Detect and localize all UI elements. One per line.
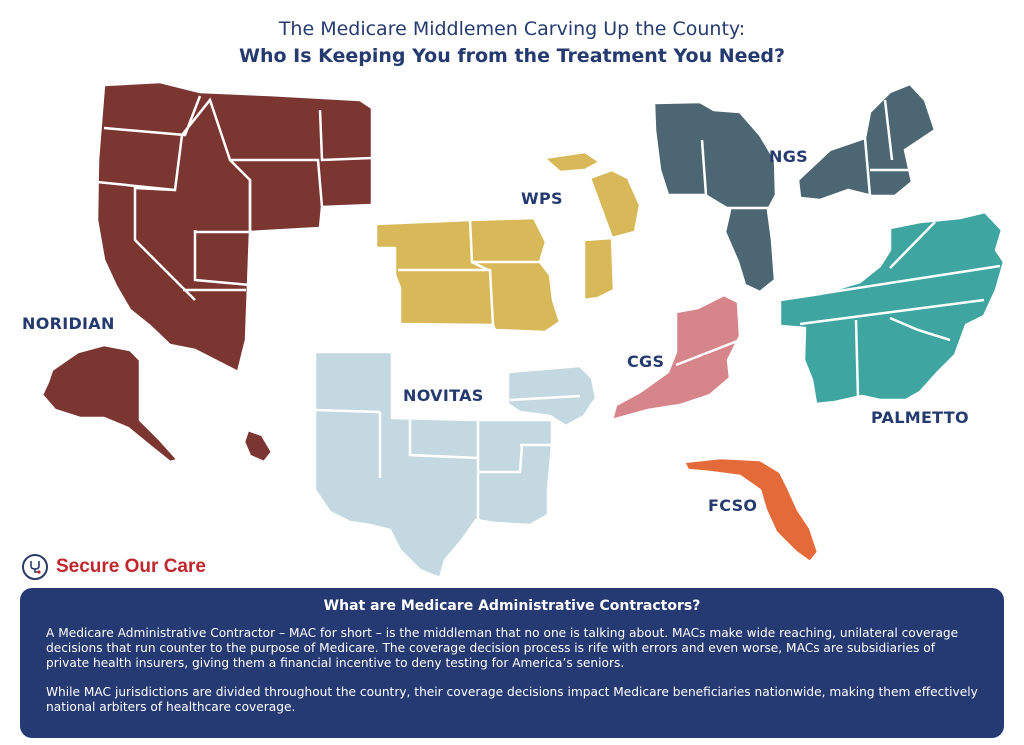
label-wps: WPS <box>521 189 563 208</box>
map-title: The Medicare Middlemen Carving Up the Co… <box>278 18 746 40</box>
wps-plains-states <box>374 216 562 334</box>
region-ngs[interactable] <box>652 82 937 294</box>
noridian-states <box>95 80 374 374</box>
noridian-border-6 <box>318 109 373 162</box>
map-subtitle: Who Is Keeping You from the Treatment Yo… <box>238 45 786 67</box>
ngs-border-5 <box>883 99 894 161</box>
palmetto-border-4 <box>889 316 951 342</box>
region-cgs[interactable] <box>610 293 742 422</box>
novitas-border-5 <box>478 444 524 474</box>
label-fcso: FCSO <box>708 496 758 515</box>
noridian-border-5 <box>230 158 324 208</box>
fcso-state <box>682 456 820 564</box>
novitas-border-7 <box>509 394 581 402</box>
info-paragraph-2: While MAC jurisdictions are divided thro… <box>46 685 978 714</box>
palmetto-border-2 <box>799 298 985 326</box>
region-wps[interactable] <box>374 150 642 334</box>
wps-border-3 <box>471 260 489 272</box>
cgs-states <box>610 293 742 422</box>
palmetto-border-3 <box>854 319 860 399</box>
alaska-shape <box>40 343 180 464</box>
label-noridian: NORIDIAN <box>22 314 115 333</box>
novitas-south-states <box>313 350 554 580</box>
us-mac-jurisdiction-map <box>40 80 1006 580</box>
region-noridian[interactable] <box>40 80 374 464</box>
cgs-border-1 <box>675 338 741 367</box>
hawaii-shape <box>242 428 274 464</box>
label-cgs: CGS <box>627 352 665 371</box>
palmetto-border-1 <box>779 264 1001 302</box>
noridian-border-8 <box>195 180 252 234</box>
palmetto-border-5 <box>889 221 936 269</box>
novitas-midatlantic-states <box>506 364 598 428</box>
noridian-border-1 <box>103 95 202 137</box>
brand-logo: Secure Our Care <box>22 554 206 580</box>
info-paragraph-1: A Medicare Administrative Contractor – M… <box>46 626 959 670</box>
stethoscope-shield-icon <box>22 554 48 580</box>
info-box: What are Medicare Administrative Contrac… <box>20 588 1004 738</box>
ngs-border-1 <box>700 139 708 196</box>
wps-border-2 <box>398 268 495 326</box>
label-palmetto: PALMETTO <box>871 408 969 427</box>
noridian-border-7 <box>193 230 251 287</box>
label-novitas: NOVITAS <box>403 386 484 405</box>
region-palmetto[interactable] <box>778 210 1006 406</box>
ngs-midwest-states <box>652 100 778 294</box>
region-fcso[interactable] <box>682 456 820 564</box>
brand-name: Secure Our Care <box>56 556 206 577</box>
noridian-border-3 <box>133 186 196 301</box>
novitas-border-1 <box>314 408 381 414</box>
region-novitas[interactable] <box>313 350 598 580</box>
wps-indiana <box>582 236 616 302</box>
palmetto-states <box>778 210 1006 406</box>
ngs-border-3 <box>863 137 872 197</box>
novitas-border-3 <box>408 420 479 460</box>
info-heading: What are Medicare Administrative Contrac… <box>323 598 701 614</box>
label-ngs: NGS <box>769 147 808 166</box>
